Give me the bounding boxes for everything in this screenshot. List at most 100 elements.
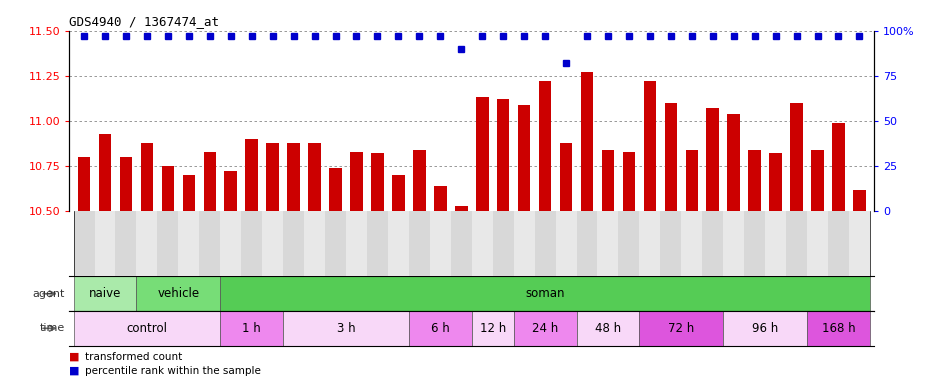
Bar <box>685 150 698 211</box>
Bar <box>74 311 220 346</box>
Bar <box>283 311 409 346</box>
Text: percentile rank within the sample: percentile rank within the sample <box>85 366 261 376</box>
Text: agent: agent <box>32 289 65 299</box>
Bar <box>770 154 782 211</box>
Bar <box>535 211 556 276</box>
Text: 168 h: 168 h <box>821 322 856 335</box>
Bar <box>94 211 116 276</box>
Bar <box>262 211 283 276</box>
Bar <box>78 157 91 211</box>
Text: ■: ■ <box>69 352 80 362</box>
Bar <box>472 311 513 346</box>
Text: transformed count: transformed count <box>85 352 182 362</box>
Bar <box>576 311 639 346</box>
Text: time: time <box>40 323 65 333</box>
Bar <box>538 81 551 211</box>
Text: 12 h: 12 h <box>479 322 506 335</box>
Bar <box>723 311 807 346</box>
Bar <box>225 172 237 211</box>
Bar <box>786 211 807 276</box>
Bar <box>245 139 258 211</box>
Bar <box>434 186 447 211</box>
Bar <box>682 211 702 276</box>
Bar <box>497 99 510 211</box>
Bar <box>409 311 472 346</box>
Bar <box>664 103 677 211</box>
Text: 96 h: 96 h <box>752 322 778 335</box>
Bar <box>598 211 619 276</box>
Bar <box>518 105 530 211</box>
Text: 72 h: 72 h <box>668 322 695 335</box>
Bar <box>162 166 174 211</box>
Bar <box>220 211 241 276</box>
Bar <box>581 72 593 211</box>
Bar <box>748 150 761 211</box>
Bar <box>430 211 450 276</box>
Bar <box>409 211 430 276</box>
Bar <box>288 142 300 211</box>
Bar <box>308 142 321 211</box>
Text: GDS4940 / 1367474_at: GDS4940 / 1367474_at <box>69 15 219 28</box>
Bar <box>450 211 472 276</box>
Bar <box>707 108 719 211</box>
Bar <box>745 211 765 276</box>
Bar <box>179 211 199 276</box>
Bar <box>220 276 869 311</box>
Bar <box>493 211 513 276</box>
Bar <box>765 211 786 276</box>
Bar <box>790 103 803 211</box>
Bar <box>828 211 849 276</box>
Bar <box>329 168 342 211</box>
Text: 48 h: 48 h <box>595 322 621 335</box>
Bar <box>727 114 740 211</box>
Bar <box>74 276 137 311</box>
Bar <box>807 311 870 346</box>
Bar <box>325 211 346 276</box>
Bar <box>116 211 137 276</box>
Bar <box>182 175 195 211</box>
Bar <box>849 211 870 276</box>
Text: soman: soman <box>525 287 565 300</box>
Bar <box>388 211 409 276</box>
Bar <box>513 311 576 346</box>
Bar <box>619 211 639 276</box>
Text: ■: ■ <box>69 366 80 376</box>
Bar <box>556 211 576 276</box>
Bar <box>476 98 488 211</box>
Bar <box>639 311 723 346</box>
Bar <box>623 152 635 211</box>
Bar <box>304 211 325 276</box>
Bar <box>119 157 132 211</box>
Bar <box>157 211 179 276</box>
Bar <box>346 211 367 276</box>
Bar <box>371 154 384 211</box>
Bar <box>639 211 660 276</box>
Bar <box>702 211 723 276</box>
Bar <box>141 142 154 211</box>
Bar <box>644 81 656 211</box>
Bar <box>99 134 111 211</box>
Bar <box>807 211 828 276</box>
Bar <box>74 211 94 276</box>
Bar <box>660 211 682 276</box>
Text: naive: naive <box>89 287 121 300</box>
Bar <box>241 211 262 276</box>
Text: vehicle: vehicle <box>157 287 200 300</box>
Bar <box>455 206 467 211</box>
Bar <box>601 150 614 211</box>
Bar <box>472 211 493 276</box>
Text: 24 h: 24 h <box>532 322 558 335</box>
Bar <box>413 150 426 211</box>
Bar <box>560 142 573 211</box>
Bar <box>723 211 745 276</box>
Bar <box>137 276 220 311</box>
Text: 1 h: 1 h <box>242 322 261 335</box>
Text: control: control <box>127 322 167 335</box>
Bar <box>351 152 363 211</box>
Bar <box>266 142 279 211</box>
Bar <box>811 150 824 211</box>
Bar <box>367 211 388 276</box>
Text: 6 h: 6 h <box>431 322 450 335</box>
Text: 3 h: 3 h <box>337 322 355 335</box>
Bar <box>513 211 535 276</box>
